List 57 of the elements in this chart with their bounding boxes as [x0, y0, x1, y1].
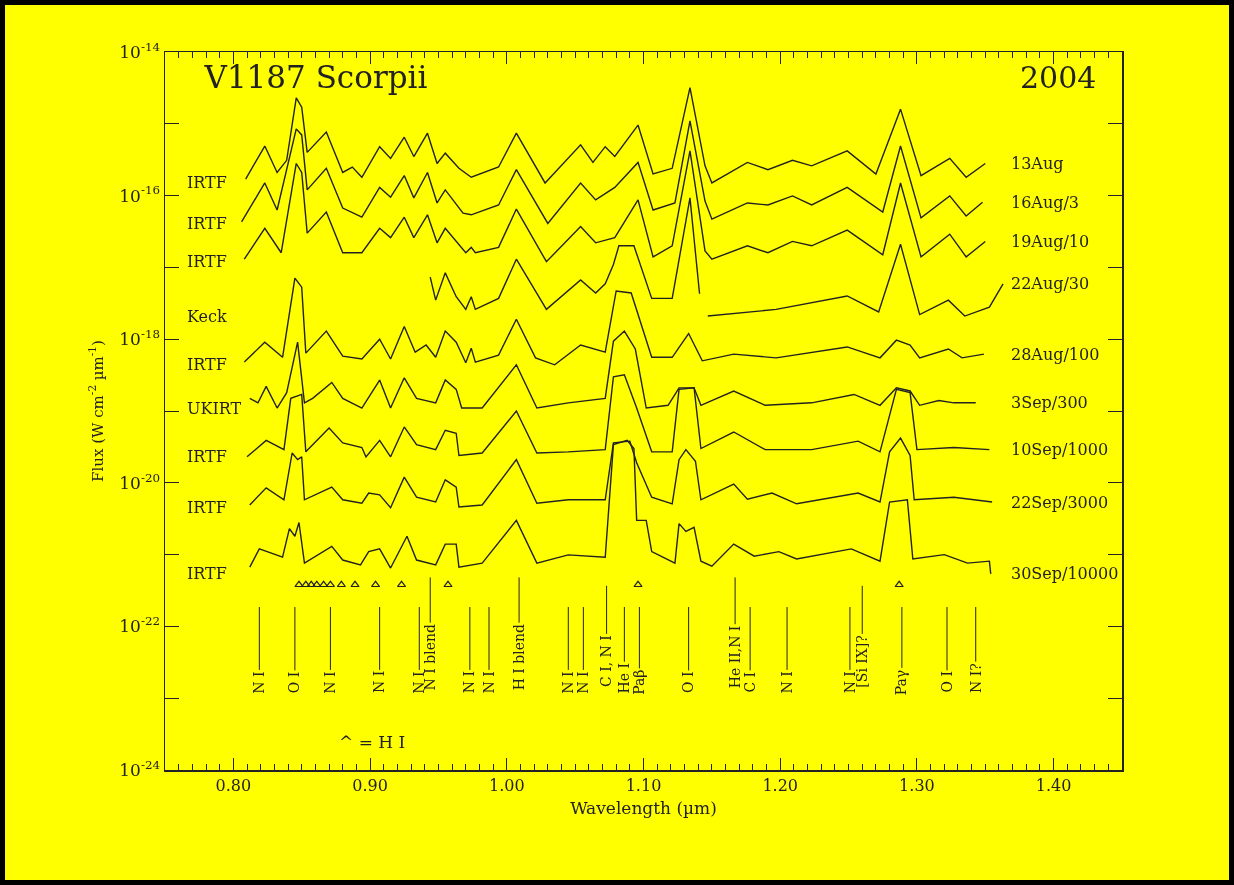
- y-tick-label: 10$^{-22}$: [119, 614, 161, 637]
- annotation: IRTF: [187, 214, 227, 233]
- ref-line-label: C I, N I: [598, 635, 615, 687]
- ref-line-label: C I: [741, 671, 758, 693]
- series-label: 22Aug/30: [1011, 274, 1090, 293]
- annotation: ^ = H I: [339, 732, 406, 752]
- annotation: IRTF: [187, 564, 227, 583]
- annotation: UKIRT: [187, 399, 242, 418]
- x-tick-label: 1.30: [899, 775, 935, 795]
- x-tick-label: 0.90: [352, 775, 388, 795]
- chart-title: V1187 Scorpii: [203, 58, 428, 95]
- legend-label: 28Aug/100: [1011, 345, 1100, 364]
- x-tick-label: 1.20: [762, 775, 799, 795]
- x-tick-label: 0.80: [215, 775, 252, 795]
- ref-line-label: O I: [680, 671, 697, 694]
- ref-line-label: N I: [480, 671, 497, 694]
- y-tick-label: 10$^{-14}$: [119, 39, 161, 62]
- annotation: Keck: [187, 307, 227, 326]
- ref-line-label: N I?: [967, 663, 984, 693]
- text: 3Sep/300: [1011, 393, 1088, 412]
- annotation: IRTF: [187, 173, 227, 192]
- y-tick-label: 10$^{-16}$: [119, 183, 161, 206]
- x-tick-label: 1.00: [488, 775, 525, 795]
- ref-line-label: N I: [559, 671, 576, 694]
- series-label: 13Aug: [1011, 154, 1064, 173]
- x-tick-label: 1.10: [625, 775, 662, 795]
- x-axis-title: Wavelength (µm): [570, 797, 717, 818]
- legend-label: 30Sep/10000: [1011, 564, 1119, 583]
- ref-line-label: N I: [574, 671, 591, 694]
- ref-line-label: N I: [322, 671, 339, 694]
- annotation: IRTF: [187, 498, 227, 517]
- annotation: IRTF: [187, 447, 227, 466]
- series-label: 10Sep/1000: [1011, 440, 1109, 459]
- ref-line-label: N I: [371, 670, 388, 694]
- y-tick-label: 10$^{-20}$: [119, 470, 161, 493]
- ref-line-label: O I: [938, 670, 955, 693]
- ref-line-label: N I: [250, 671, 267, 694]
- line-series: [243, 150, 986, 263]
- legend-label: 22Sep/3000: [1011, 493, 1109, 512]
- line-series: [243, 277, 985, 366]
- series-label: 16Aug/3: [1011, 193, 1080, 212]
- annotation: IRTF: [187, 355, 227, 374]
- ref-line-label: N I: [778, 671, 795, 694]
- ref-line-label: Paβ: [631, 669, 647, 695]
- annotation: IRTF: [187, 252, 227, 271]
- line-series: [249, 439, 992, 575]
- y-tick-label: 10$^{-24}$: [119, 757, 161, 780]
- annotation: 2004: [1020, 60, 1097, 95]
- x-tick-label: 1.40: [1035, 775, 1072, 795]
- ref-line-label: H I blend: [510, 623, 527, 691]
- ref-line-label: O I: [286, 671, 303, 694]
- ref-line-label: He I: [616, 663, 633, 694]
- ref-line-label: He II,N I: [726, 625, 743, 689]
- y-tick-label: 10$^{-18}$: [119, 327, 161, 350]
- series-label: 19Aug/10: [1011, 232, 1090, 251]
- ref-line-label: Paγ: [893, 669, 910, 696]
- ref-line-label: N I: [461, 671, 478, 694]
